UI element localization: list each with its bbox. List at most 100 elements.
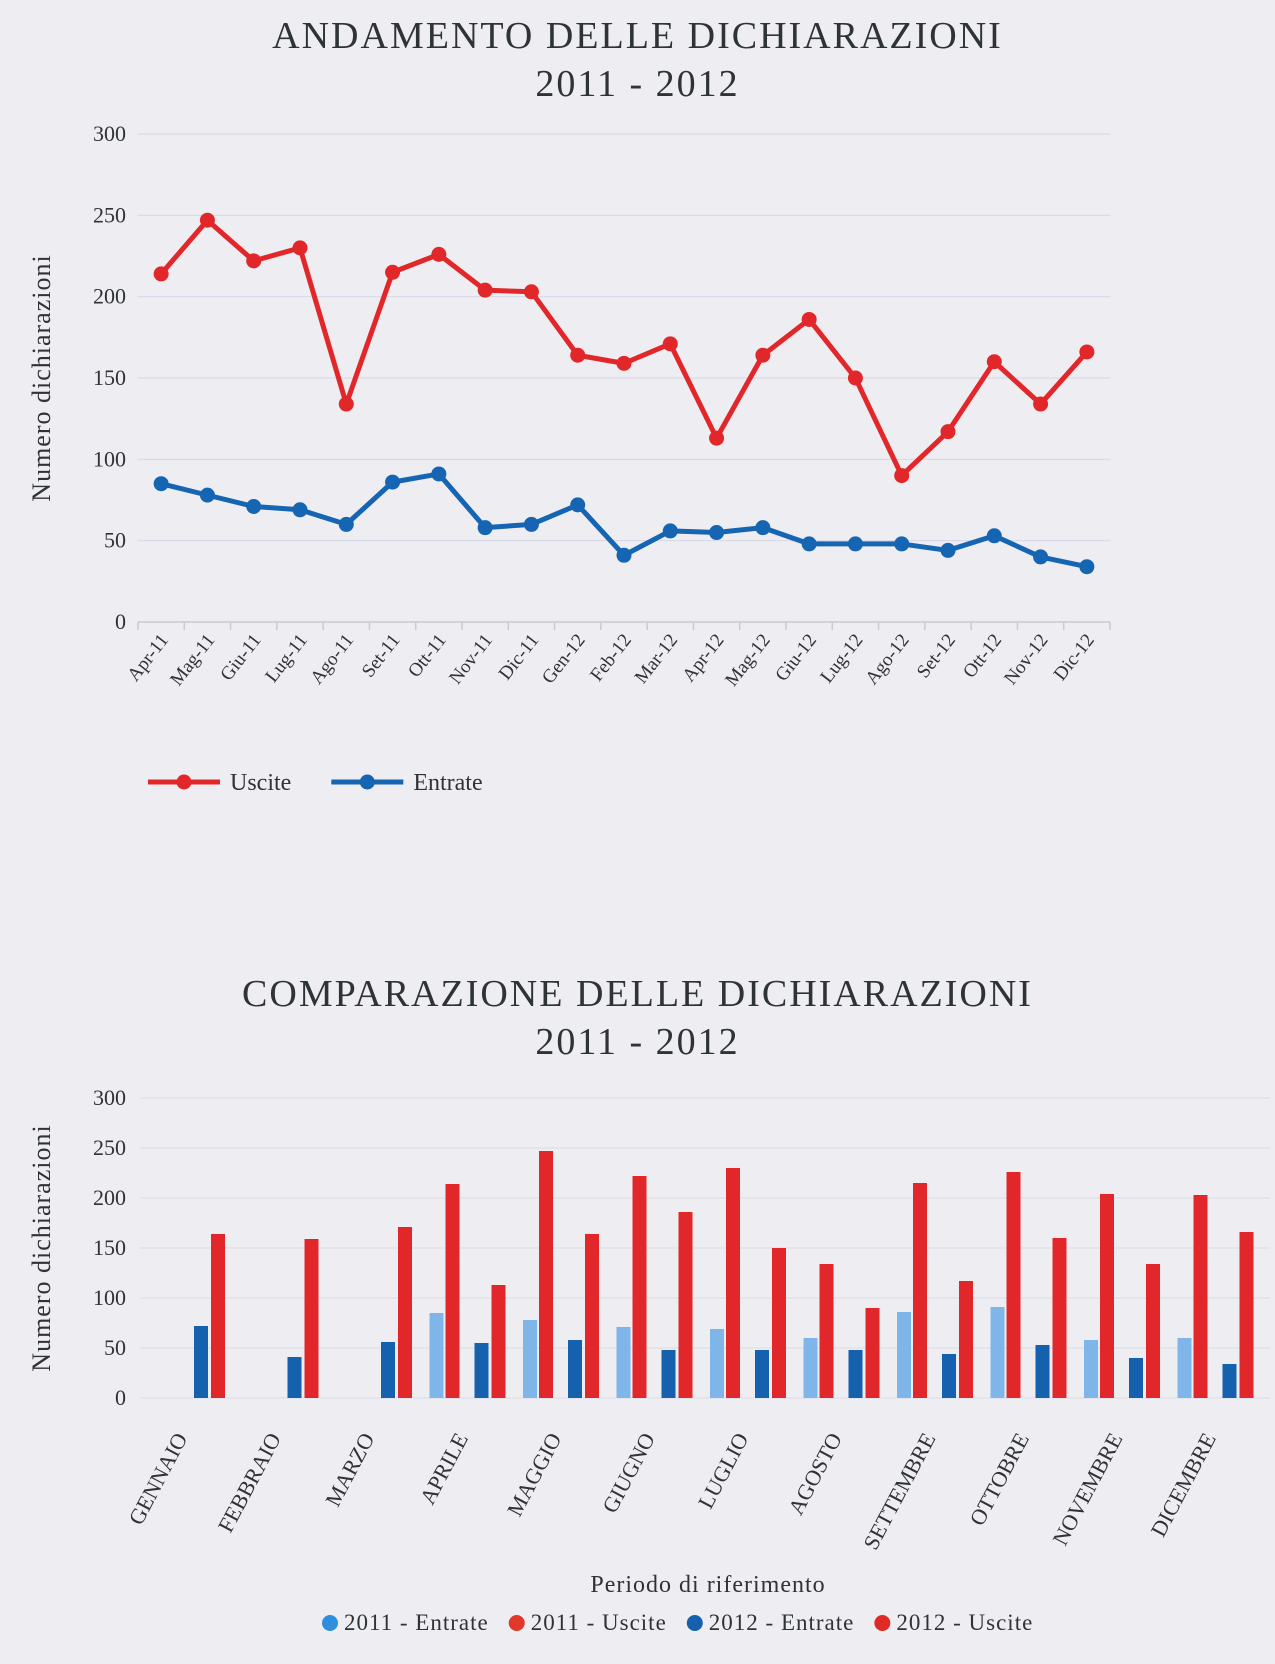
bar-2011-uscite <box>539 1151 553 1398</box>
y-tick-label: 100 <box>93 446 126 471</box>
x-tick-label: Feb-12 <box>586 630 636 685</box>
bar-2012-entrate <box>287 1357 302 1398</box>
bar-2012-uscite <box>1052 1238 1067 1398</box>
y-tick-label: 300 <box>93 121 126 146</box>
x-tick-label: Gen-12 <box>538 630 590 688</box>
x-axis-label: Periodo di riferimento <box>590 1572 825 1598</box>
y-tick-label: 0 <box>115 1385 126 1410</box>
bar-2012-uscite <box>585 1234 599 1398</box>
x-tick-label: Ago-12 <box>861 630 913 689</box>
data-point <box>477 282 493 298</box>
data-point <box>894 468 910 484</box>
data-point <box>662 336 678 352</box>
x-tick-label: Giu-12 <box>771 630 821 685</box>
bar-2011-entrate <box>616 1327 631 1398</box>
y-tick-label: 0 <box>115 609 126 634</box>
data-point <box>755 520 771 536</box>
bar-2012-uscite <box>304 1239 319 1398</box>
bar-2012-entrate <box>755 1350 769 1398</box>
data-point <box>801 536 817 552</box>
chart-title: COMPARAZIONE DELLE DICHIARAZIONI <box>242 973 1033 1015</box>
bar-2011-entrate <box>803 1338 818 1398</box>
chart-subtitle: 2011 - 2012 <box>535 1021 740 1063</box>
y-tick-label: 200 <box>93 284 126 309</box>
x-tick-label: Set-11 <box>358 630 405 681</box>
data-point <box>246 253 262 269</box>
bar-2012-entrate <box>1129 1358 1143 1398</box>
y-tick-label: 250 <box>93 202 126 227</box>
data-point <box>153 476 169 492</box>
legend-marker <box>686 1615 703 1631</box>
bar-2012-entrate <box>1222 1364 1237 1398</box>
data-point <box>847 370 863 386</box>
bar-2011-entrate <box>1177 1338 1192 1398</box>
bar-2011-uscite <box>1193 1195 1208 1398</box>
x-tick-label: Set-12 <box>913 630 960 682</box>
data-point <box>1079 344 1095 360</box>
data-point <box>986 528 1002 544</box>
bar-2011-uscite <box>1006 1172 1021 1398</box>
bar-2011-entrate <box>429 1313 444 1398</box>
x-tick-label: Ago-11 <box>306 630 358 688</box>
x-tick-label: Nov-11 <box>445 630 497 688</box>
legend-label: 2012 - Uscite <box>896 1610 1033 1635</box>
x-tick-label: OTTOBRE <box>964 1429 1034 1530</box>
data-point <box>523 284 539 300</box>
x-tick-label: Ott-12 <box>959 630 1006 682</box>
data-point <box>431 466 447 482</box>
x-tick-label: Dic-12 <box>1050 630 1099 685</box>
bar-2011-uscite <box>819 1264 834 1398</box>
data-point <box>523 516 539 532</box>
bar-2012-uscite <box>491 1285 506 1398</box>
bar-2012-entrate <box>848 1350 863 1398</box>
legend-label: 2011 - Uscite <box>531 1610 667 1635</box>
bar-2011-entrate <box>1084 1340 1098 1398</box>
legend-label: Entrate <box>413 770 482 796</box>
y-tick-label: 150 <box>93 365 126 390</box>
x-tick-label: DICEMBRE <box>1145 1429 1220 1541</box>
bar-2012-entrate <box>942 1354 956 1398</box>
x-tick-label: FEBBRAIO <box>213 1429 286 1537</box>
bar-2011-uscite <box>445 1184 460 1398</box>
x-tick-label: Mag-11 <box>166 630 219 690</box>
y-tick-label: 300 <box>93 1085 126 1110</box>
bar-2011-uscite <box>632 1176 647 1398</box>
y-tick-label: 150 <box>93 1235 126 1260</box>
bar-2012-entrate <box>661 1350 676 1398</box>
data-point <box>1033 549 1049 565</box>
bar-2012-uscite <box>959 1281 973 1398</box>
data-point <box>199 487 215 503</box>
legend-label: 2011 - Entrate <box>344 1610 489 1635</box>
legend-marker <box>508 1615 525 1631</box>
legend-marker <box>874 1615 891 1631</box>
bar-2012-uscite <box>1239 1232 1254 1398</box>
data-point <box>385 264 401 280</box>
bar-2012-entrate <box>194 1326 208 1398</box>
data-point <box>986 354 1002 370</box>
x-tick-label: Dic-11 <box>495 630 544 684</box>
x-tick-label: SETTEMBRE <box>858 1429 940 1554</box>
y-tick-label: 50 <box>104 528 126 553</box>
bar-2012-uscite <box>772 1248 786 1398</box>
data-point <box>662 523 678 539</box>
chart-title: ANDAMENTO DELLE DICHIARAZIONI <box>272 15 1003 57</box>
bar-2011-entrate <box>710 1329 724 1398</box>
y-tick-label: 200 <box>93 1185 126 1210</box>
legend-label: 2012 - Entrate <box>709 1610 855 1635</box>
data-point <box>570 347 586 363</box>
x-tick-label: Lug-12 <box>816 630 867 687</box>
x-tick-label: Mag-12 <box>721 630 775 690</box>
bar-2012-uscite <box>1146 1264 1160 1398</box>
data-point <box>709 525 725 541</box>
bar-2011-uscite <box>726 1168 740 1398</box>
x-tick-label: Lug-11 <box>261 630 312 686</box>
data-point <box>709 430 725 446</box>
y-tick-label: 50 <box>104 1335 126 1360</box>
y-axis-label: Numero dichiarazioni <box>27 1124 56 1371</box>
bar-2012-entrate <box>474 1343 489 1398</box>
data-point <box>940 424 956 440</box>
x-tick-label: Ott-11 <box>404 630 451 681</box>
data-point <box>1079 559 1095 575</box>
bar-2012-uscite <box>678 1212 693 1398</box>
legend-marker <box>359 774 375 790</box>
